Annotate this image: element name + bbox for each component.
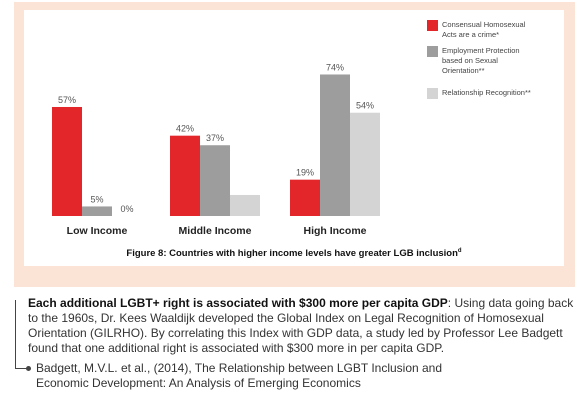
legend-label-2: based on Sexual [442,56,498,65]
bar-3-1 [290,179,320,216]
reference-text: Badgett, M.V.L. et al., (2014), The Rela… [36,361,443,390]
legend-label-3: Relationship Recognition** [442,88,531,97]
bar-2-1 [170,135,200,216]
legend-label-2: Employment Protection [442,46,520,55]
data-label-3-3: 54% [356,101,374,111]
category-label: Low Income [67,225,128,237]
bar-2-2 [200,145,230,216]
reference-bullet-icon [26,366,31,371]
data-label-2-1: 42% [176,124,194,134]
callout-bracket-arm [15,368,27,369]
data-label-3-2: 74% [326,62,344,72]
legend-swatch-1 [427,20,438,31]
chart-card: 57% 5% 0% Low Income 42% 37% Middle Income 19% 7… [24,10,564,266]
category-label: Middle Income [179,225,252,237]
bar-3-2 [320,74,350,216]
legend-swatch-3 [427,88,438,99]
bar-1-2 [82,206,112,216]
legend-label-2: Orientation** [442,66,485,75]
chart-title: Figure 8: Countries with higher income l… [126,248,462,259]
legend-swatch-2 [427,46,438,57]
bar-2-3 [230,194,260,216]
bar-chart: 57% 5% 0% Low Income 42% 37% Middle Income 19% 7… [52,20,531,259]
data-label-1-1: 57% [58,95,76,105]
data-label-1-3: 0% [120,204,133,214]
body-lead: Each additional LGBT+ right is associate… [28,296,448,310]
data-label-1-2: 5% [90,194,103,204]
category-label: High Income [303,225,366,237]
legend-label-1: Consensual Homosexual [442,20,526,29]
bar-1-1 [52,106,82,216]
legend-label-1: Acts are a crime* [442,30,499,39]
data-label-2-2: 37% [206,133,224,143]
body-paragraph: Each additional LGBT+ right is associate… [28,296,576,356]
bar-3-3 [350,112,380,216]
body-text: : Using data going back to the 1960s, Dr… [28,296,574,355]
data-label-3-1: 19% [296,168,314,178]
callout-bracket [15,300,22,368]
